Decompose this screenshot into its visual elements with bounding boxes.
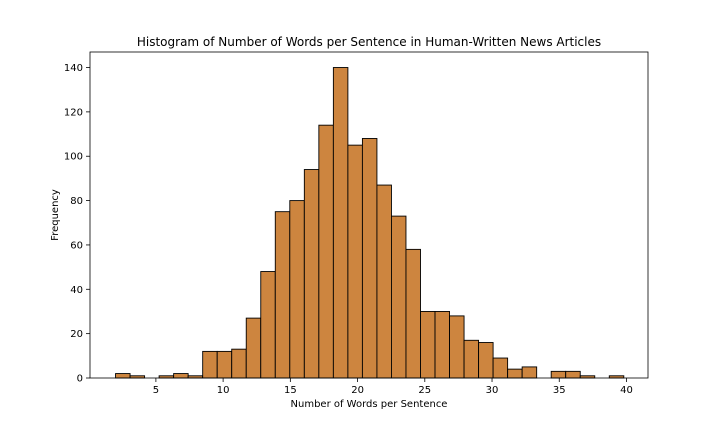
x-tick-label: 15 [284, 385, 297, 396]
histogram-bar [332, 67, 349, 379]
y-tick-label: 60 [70, 240, 83, 251]
bars-group [115, 67, 625, 379]
histogram-bar [507, 368, 523, 379]
histogram-bar [492, 357, 509, 379]
histogram-bar [202, 350, 218, 379]
histogram-bar [420, 311, 436, 379]
x-tick-label: 40 [620, 385, 633, 396]
x-axis-title: Number of Words per Sentence [291, 399, 448, 410]
histogram-bar [274, 211, 291, 379]
histogram-bar [260, 271, 276, 379]
y-tick-label: 140 [64, 63, 83, 74]
y-axis: 0 20 40 60 80 100 120 140 [64, 63, 90, 385]
x-tick-label: 20 [351, 385, 364, 396]
x-tick-label: 35 [553, 385, 566, 396]
x-tick-label: 10 [217, 385, 230, 396]
histogram-bar [231, 348, 247, 379]
histogram-bar [303, 169, 320, 379]
histogram-bar [463, 339, 480, 379]
histogram-bar [115, 373, 131, 379]
histogram-bar [289, 200, 305, 379]
histogram-bar [245, 317, 262, 379]
histogram-bar [376, 184, 392, 379]
histogram-bar [216, 350, 233, 379]
y-axis-title: Frequency [50, 189, 61, 241]
histogram-bar [405, 248, 421, 379]
x-axis: 5 10 15 20 25 30 35 40 [153, 378, 633, 396]
histogram-bar [347, 144, 363, 379]
histogram-bar [565, 370, 581, 379]
chart-title: Histogram of Number of Words per Sentenc… [137, 35, 601, 49]
histogram-bar [361, 138, 378, 379]
x-tick-label: 5 [153, 385, 159, 396]
histogram-bar [550, 370, 567, 379]
histogram-bar [173, 373, 189, 379]
x-tick-label: 25 [418, 385, 431, 396]
histogram-bar [478, 342, 494, 379]
y-tick-label: 0 [77, 374, 83, 385]
histogram-bar [449, 315, 465, 379]
y-tick-label: 100 [64, 152, 83, 163]
y-tick-label: 40 [70, 285, 83, 296]
histogram-bar [521, 366, 538, 379]
histogram-bar [434, 311, 450, 379]
y-tick-label: 20 [70, 329, 83, 340]
y-tick-label: 80 [70, 196, 83, 207]
x-tick-label: 30 [486, 385, 499, 396]
histogram-bar [318, 124, 334, 379]
y-tick-label: 120 [64, 107, 83, 118]
histogram-bar [391, 215, 407, 379]
plot-frame [89, 51, 649, 379]
